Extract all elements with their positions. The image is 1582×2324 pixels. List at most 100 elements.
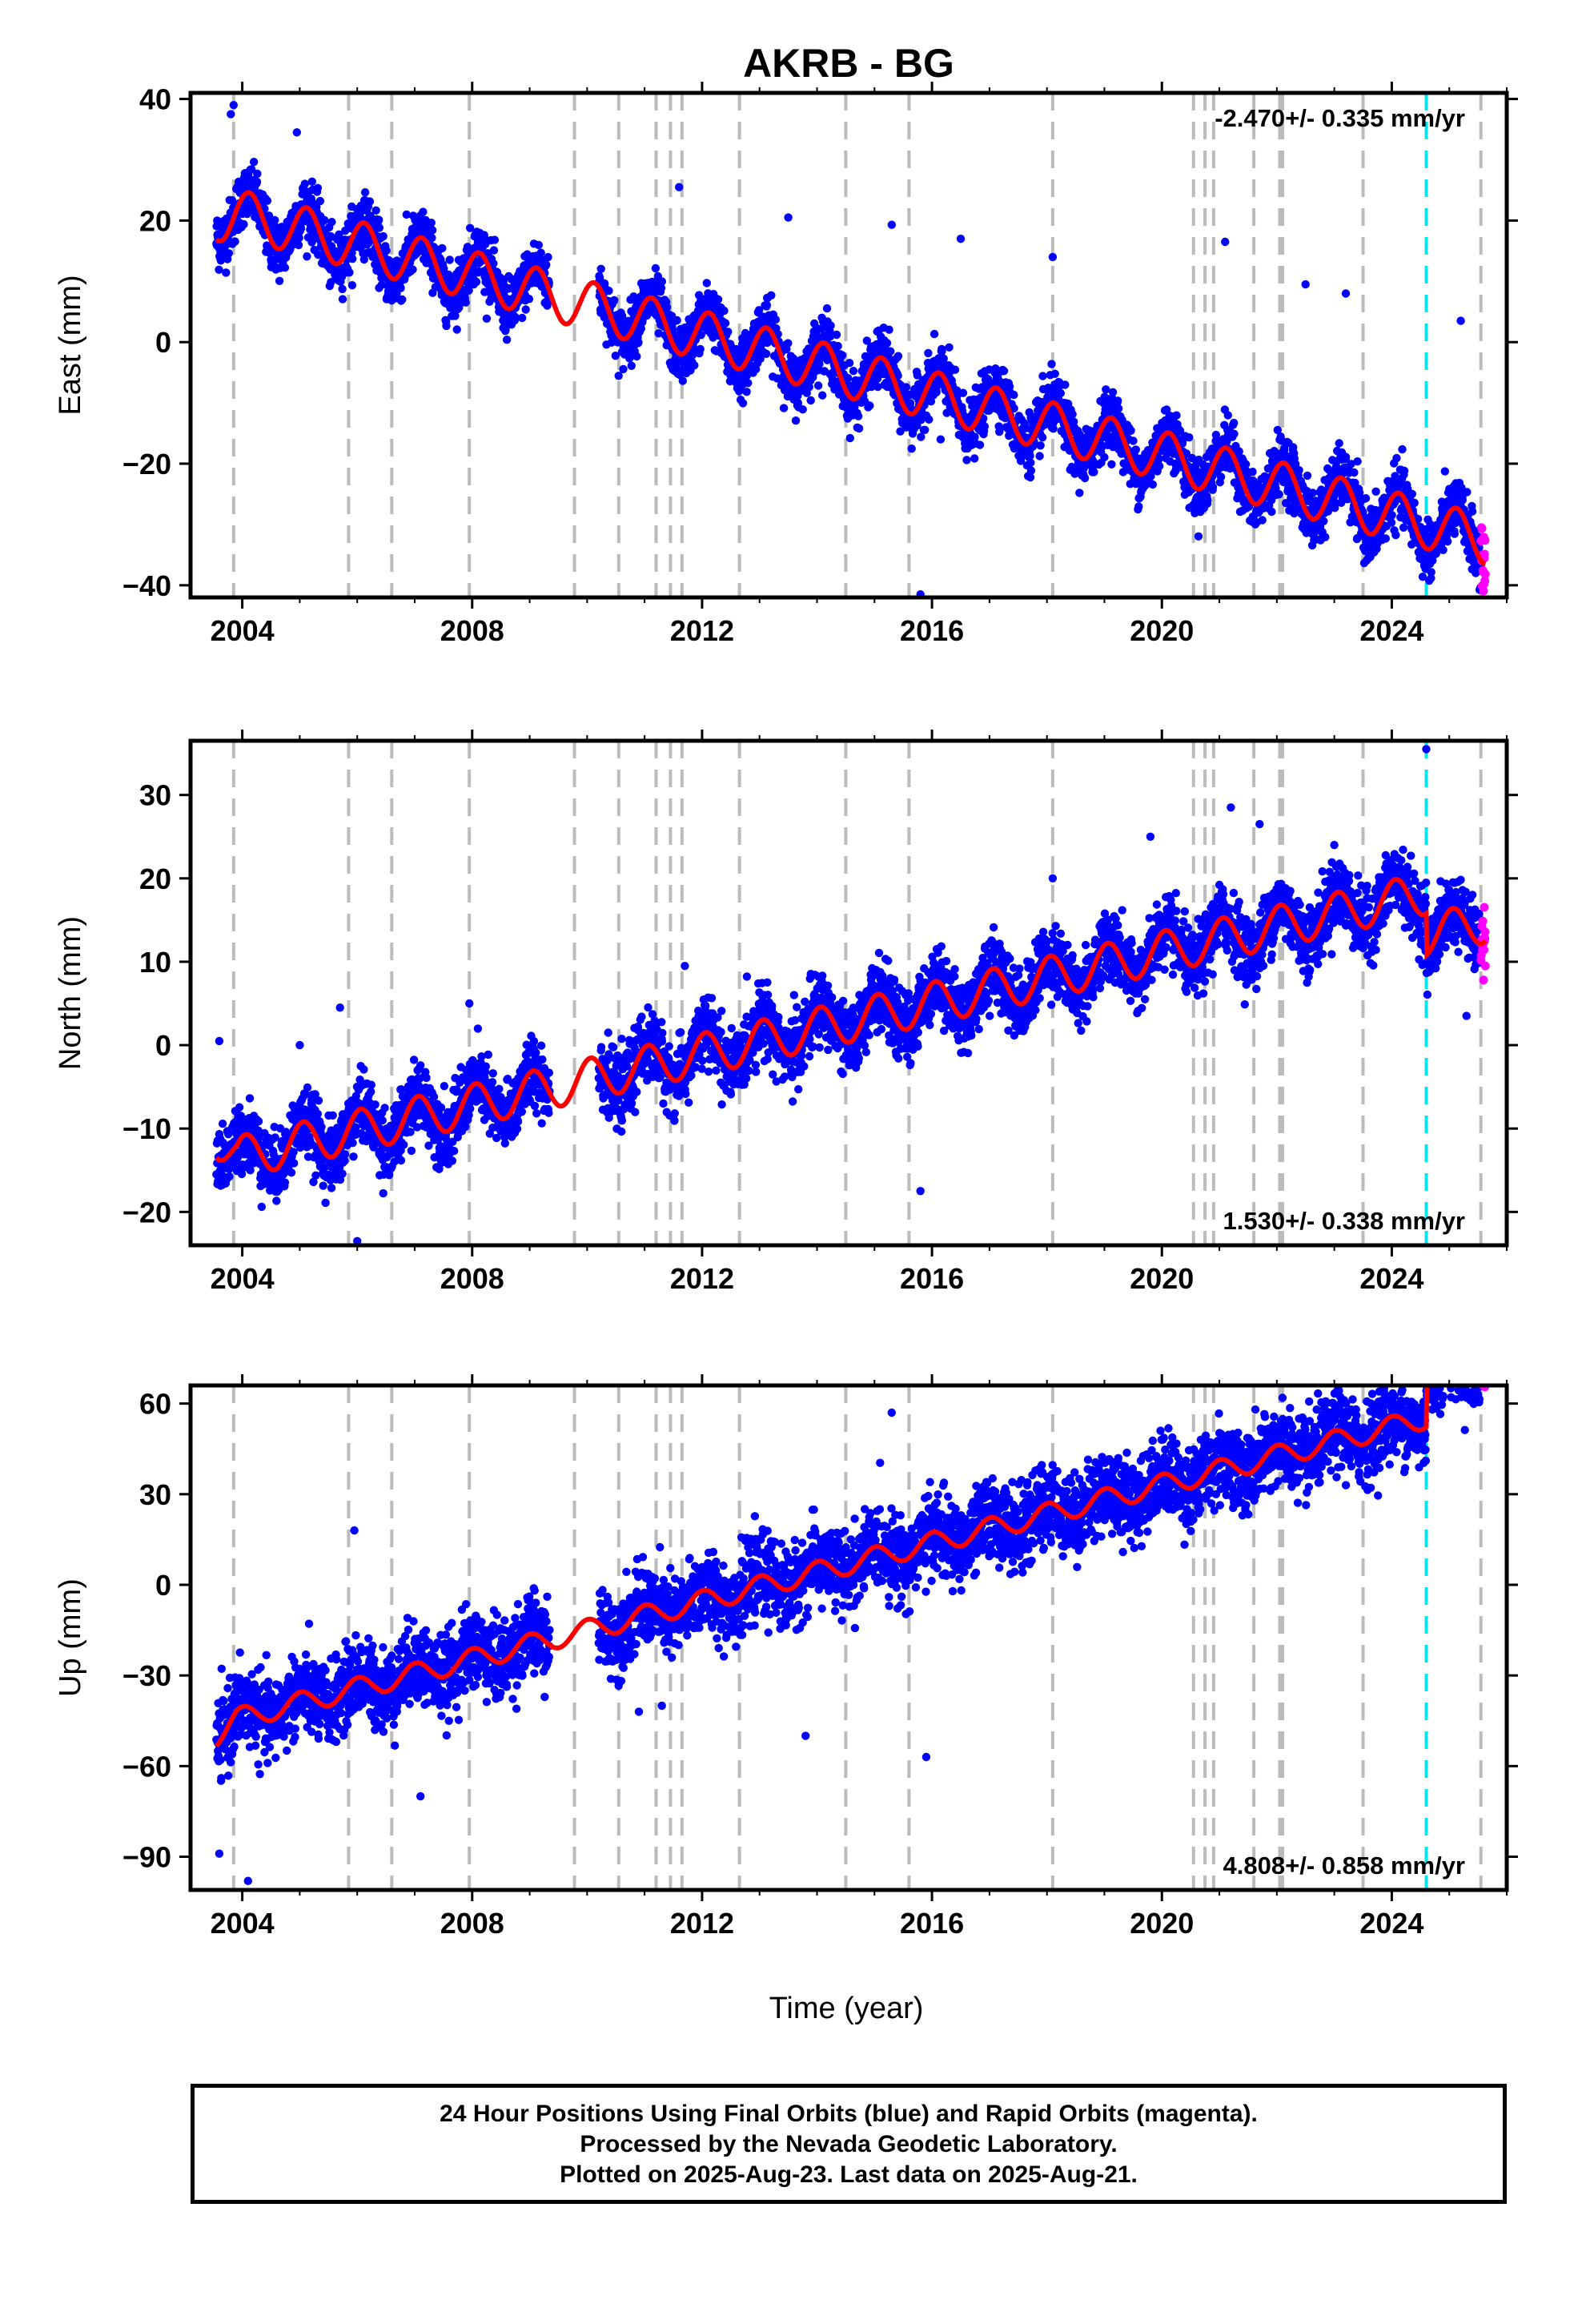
final-orbit-point	[524, 295, 534, 304]
final-orbit-point	[1035, 452, 1044, 460]
final-orbit-point	[832, 330, 841, 340]
outlier-point	[1301, 279, 1310, 289]
final-orbit-point	[252, 177, 262, 187]
final-orbit-point	[1038, 433, 1047, 442]
final-orbit-point	[1381, 534, 1391, 543]
final-orbit-point	[651, 263, 661, 273]
final-orbit-point	[862, 336, 872, 345]
final-orbit-point	[1047, 360, 1056, 368]
final-orbit-point	[873, 382, 882, 392]
final-orbit-point	[235, 1103, 244, 1112]
final-orbit-point	[611, 352, 620, 360]
final-orbit-point	[673, 316, 681, 325]
y-tick-label: 0	[155, 326, 171, 359]
final-orbit-point	[1241, 460, 1251, 468]
final-orbit-point	[713, 295, 723, 304]
final-orbit-point	[1399, 466, 1409, 476]
final-orbit-point	[1392, 453, 1401, 463]
final-orbit-point	[724, 328, 733, 336]
rapid-orbit-point	[1480, 549, 1489, 559]
final-orbit-point	[817, 391, 827, 400]
final-orbit-point	[596, 264, 605, 273]
final-orbit-point	[521, 305, 530, 314]
outlier-point	[956, 235, 966, 243]
final-orbit-point	[296, 224, 306, 233]
final-orbit-point	[930, 329, 939, 339]
final-orbit-point	[767, 291, 776, 300]
final-orbit-point	[518, 313, 527, 323]
final-orbit-point	[738, 399, 748, 408]
final-orbit-point	[482, 314, 492, 323]
final-orbit-point	[805, 383, 813, 392]
final-orbit-point	[1182, 449, 1191, 458]
final-orbit-point	[1399, 523, 1408, 532]
final-orbit-point	[798, 405, 807, 414]
final-orbit-point	[1175, 426, 1185, 435]
final-orbit-point	[1050, 369, 1059, 378]
final-orbit-point	[472, 277, 481, 287]
final-orbit-point	[1194, 532, 1203, 541]
final-orbit-point	[970, 454, 979, 463]
x-axis-label: Time (year)	[769, 1992, 924, 2025]
final-orbit-point	[654, 329, 663, 338]
final-orbit-point	[1418, 573, 1427, 581]
final-orbit-point	[1335, 439, 1343, 448]
final-orbit-point	[511, 313, 520, 322]
final-orbit-point	[1437, 497, 1447, 506]
final-orbit-point	[657, 277, 667, 286]
final-orbit-point	[849, 367, 858, 376]
final-orbit-point	[218, 1120, 227, 1128]
final-orbit-point	[1061, 380, 1070, 389]
outlier-point	[1456, 316, 1465, 325]
y-tick-label: −20	[122, 448, 171, 480]
final-orbit-point	[1223, 411, 1233, 420]
final-orbit-point	[1107, 460, 1116, 468]
final-orbit-point	[225, 1172, 234, 1181]
final-orbit-point	[924, 348, 933, 358]
final-orbit-point	[245, 1094, 255, 1103]
final-orbit-point	[379, 231, 387, 241]
final-orbit-point	[246, 1166, 255, 1175]
final-orbit-point	[678, 376, 687, 385]
final-orbit-point	[271, 215, 279, 225]
final-orbit-point	[1439, 545, 1447, 554]
final-orbit-point	[893, 352, 903, 360]
final-orbit-point	[1440, 467, 1450, 476]
final-orbit-point	[347, 281, 357, 290]
final-orbit-point	[1407, 489, 1417, 498]
final-orbit-point	[1308, 489, 1317, 497]
final-orbit-point	[489, 246, 499, 255]
final-orbit-point	[634, 338, 643, 347]
final-orbit-point	[901, 383, 911, 392]
rapid-orbit-point	[1477, 524, 1487, 533]
final-orbit-point	[689, 345, 698, 354]
x-tick-label: 2012	[670, 614, 734, 647]
final-orbit-point	[845, 433, 855, 443]
final-orbit-point	[762, 300, 771, 310]
final-orbit-point	[1026, 458, 1035, 467]
final-orbit-point	[1056, 388, 1066, 398]
final-orbit-point	[536, 248, 545, 257]
final-orbit-point	[696, 344, 705, 354]
final-orbit-point	[382, 246, 391, 255]
final-orbit-point	[826, 321, 835, 330]
final-orbit-point	[970, 432, 979, 441]
final-orbit-point	[610, 296, 619, 305]
final-orbit-point	[263, 196, 272, 205]
final-orbit-point	[1387, 518, 1396, 527]
final-orbit-point	[1427, 568, 1435, 577]
data-points	[212, 101, 1490, 597]
final-orbit-point	[882, 339, 892, 348]
outlier-point	[1048, 252, 1058, 262]
final-orbit-point	[315, 196, 325, 206]
final-orbit-point	[360, 188, 370, 197]
final-orbit-point	[975, 440, 985, 449]
final-orbit-point	[253, 169, 262, 179]
final-orbit-point	[925, 415, 934, 424]
final-orbit-point	[231, 237, 239, 246]
y-tick-label: −40	[122, 569, 171, 602]
final-orbit-point	[1230, 429, 1239, 438]
east-panel: 2004 2008 2012 2016 2020 202440200−20−40East …	[54, 82, 1518, 647]
final-orbit-point	[1248, 468, 1257, 476]
